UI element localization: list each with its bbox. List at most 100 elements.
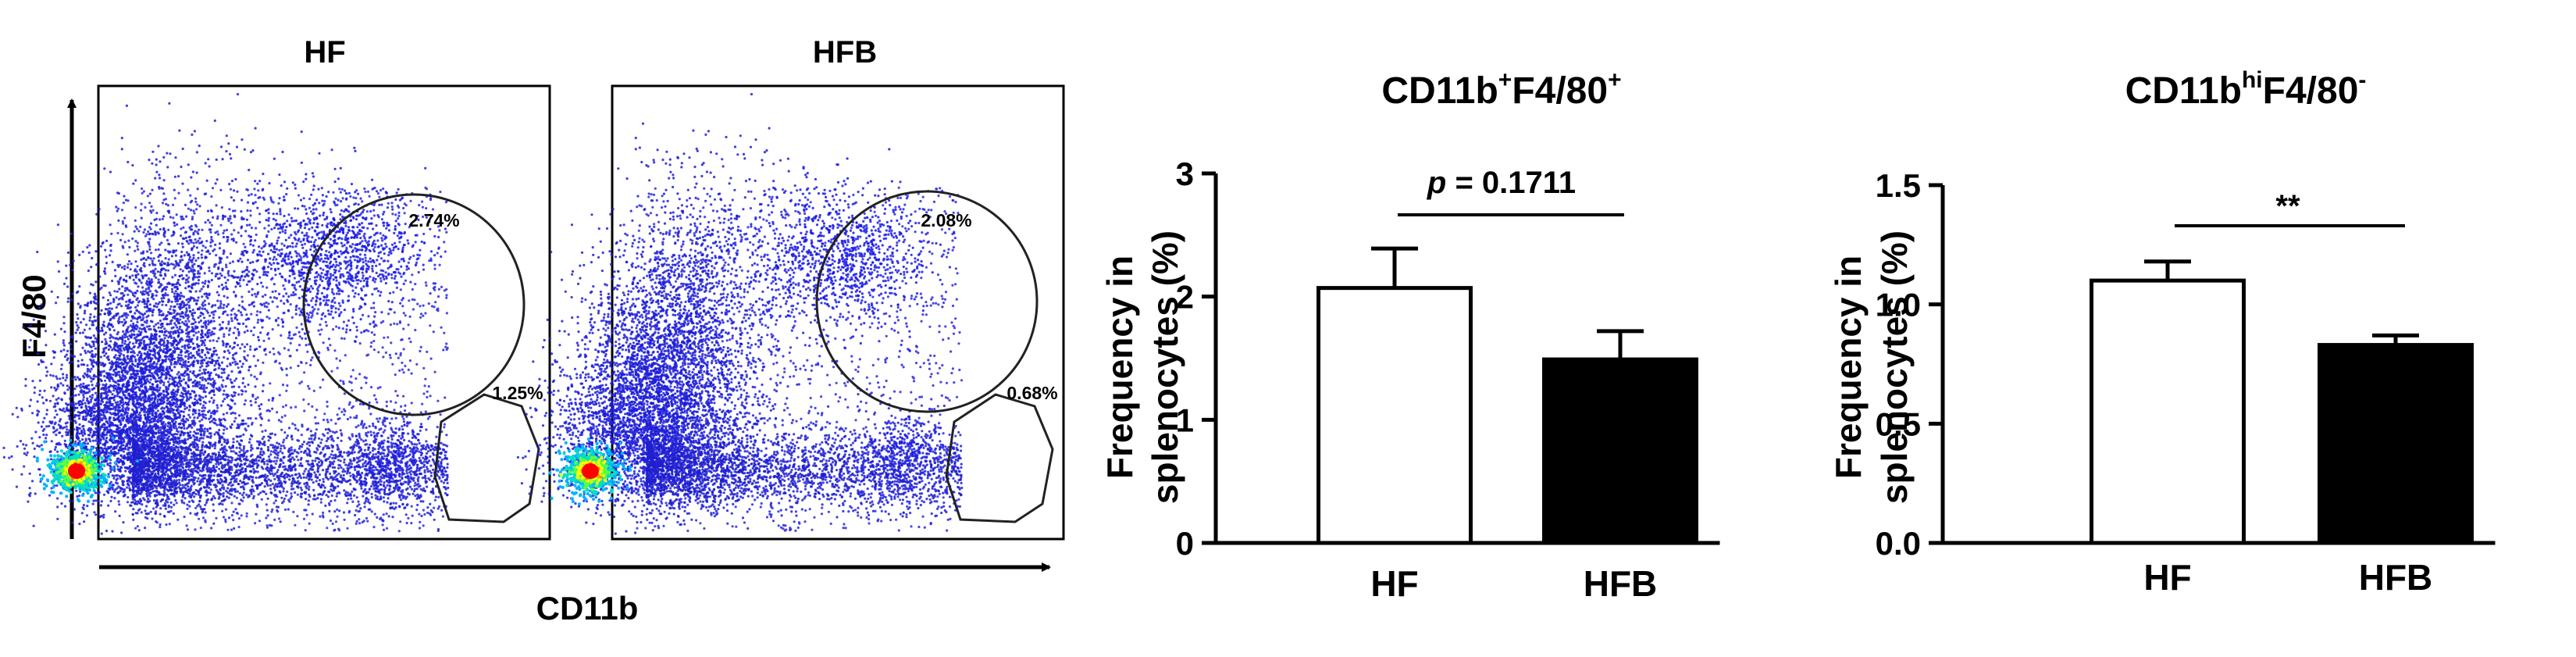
event-dot — [99, 355, 102, 359]
event-dot — [59, 367, 63, 370]
event-dot — [255, 398, 258, 401]
event-dot — [211, 304, 215, 307]
event-dot — [254, 401, 257, 404]
event-dot — [169, 361, 173, 364]
event-dot — [370, 331, 373, 334]
event-dot — [397, 187, 400, 191]
event-dot — [157, 420, 160, 423]
event-dot — [225, 228, 229, 232]
event-dot — [426, 390, 429, 393]
event-dot — [444, 201, 448, 204]
event-dot — [237, 231, 240, 234]
event-dot — [73, 406, 77, 409]
event-dot — [445, 348, 448, 352]
event-dot — [272, 397, 275, 400]
event-dot — [382, 355, 385, 359]
event-dot — [360, 387, 363, 390]
event-dot — [267, 455, 270, 459]
event-dot — [419, 316, 422, 319]
event-dot — [48, 494, 52, 497]
event-dot — [80, 363, 84, 366]
event-dot — [341, 197, 344, 200]
event-dot — [226, 528, 230, 531]
event-dot — [208, 374, 211, 377]
event-dot — [94, 250, 98, 253]
event-dot — [154, 233, 157, 236]
event-dot — [187, 301, 190, 304]
event-dot — [343, 337, 346, 341]
event-dot — [272, 212, 275, 216]
event-dot — [347, 205, 351, 208]
event-dot — [111, 487, 114, 491]
event-dot — [372, 214, 376, 217]
event-dot — [177, 426, 181, 429]
event-dot — [59, 418, 62, 421]
event-dot — [410, 402, 413, 405]
event-dot — [408, 359, 412, 362]
event-dot — [208, 302, 211, 305]
event-dot — [376, 387, 379, 390]
event-dot — [280, 368, 283, 371]
event-dot — [368, 488, 371, 491]
event-dot — [33, 391, 36, 395]
event-dot — [374, 243, 377, 246]
event-dot — [105, 401, 109, 404]
event-dot — [45, 398, 48, 402]
event-dot — [394, 390, 397, 393]
event-dot — [404, 223, 407, 226]
event-dot — [80, 512, 84, 515]
event-dot — [259, 371, 262, 374]
event-dot — [429, 324, 432, 327]
event-dot — [49, 373, 52, 377]
event-dot — [240, 217, 244, 221]
event-dot — [63, 330, 66, 334]
event-dot — [297, 207, 300, 210]
event-dot — [388, 353, 391, 357]
event-dot — [198, 352, 201, 355]
event-dot — [65, 376, 69, 379]
event-dot — [175, 313, 178, 316]
event-dot — [372, 306, 376, 309]
event-dot — [155, 170, 159, 173]
event-dot — [119, 376, 122, 379]
event-dot — [428, 512, 432, 516]
event-dot — [140, 380, 143, 384]
event-dot — [202, 416, 205, 419]
event-dot — [137, 273, 140, 276]
event-dot — [240, 365, 244, 368]
event-dot — [258, 276, 262, 279]
event-dot — [422, 392, 426, 395]
event-dot — [182, 423, 185, 426]
event-dot — [116, 424, 119, 427]
event-dot — [148, 243, 151, 246]
event-dot — [71, 500, 74, 503]
event-dot — [201, 340, 205, 343]
event-dot — [332, 191, 335, 194]
event-dot — [175, 213, 178, 216]
event-dot — [214, 304, 217, 307]
event-dot — [203, 427, 207, 430]
event-dot — [345, 192, 348, 195]
event-dot — [422, 509, 426, 512]
event-dot — [198, 412, 201, 416]
event-dot — [121, 480, 124, 483]
event-dot — [137, 386, 140, 389]
event-dot — [140, 511, 143, 514]
event-dot — [113, 269, 116, 272]
event-dot — [165, 304, 168, 307]
event-dot — [10, 455, 13, 459]
event-dot — [143, 320, 147, 323]
event-dot — [24, 384, 27, 387]
event-dot — [425, 207, 428, 210]
event-dot — [192, 245, 196, 248]
event-dot — [172, 216, 175, 220]
event-dot — [395, 286, 398, 289]
event-dot — [251, 423, 254, 426]
event-dot — [186, 335, 189, 338]
event-dot — [63, 410, 66, 413]
event-dot — [350, 381, 353, 384]
event-dot — [196, 203, 199, 206]
event-dot — [111, 377, 114, 380]
event-dot — [385, 527, 389, 530]
event-dot — [309, 359, 313, 362]
